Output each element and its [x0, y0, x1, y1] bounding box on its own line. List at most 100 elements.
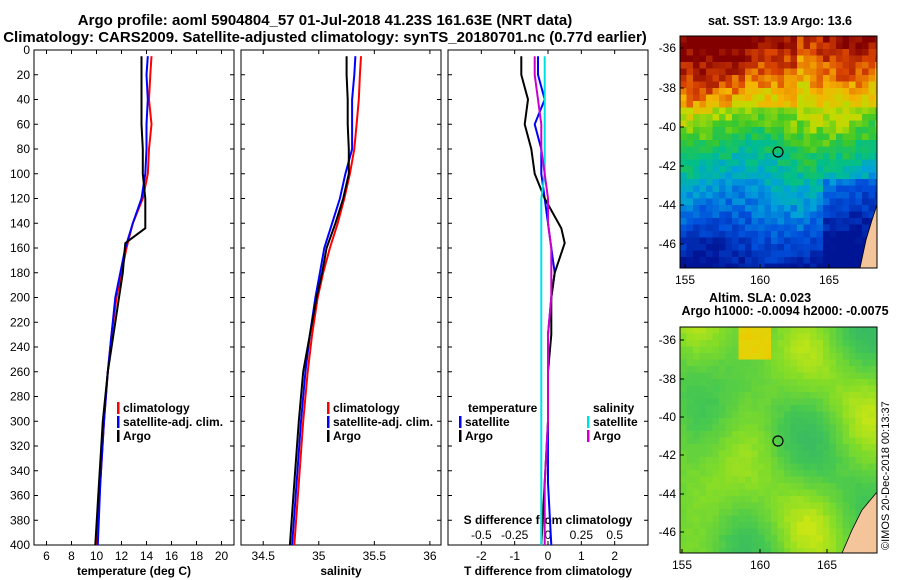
sst-map-frame — [679, 35, 878, 269]
legend-climatology-swatch — [117, 402, 120, 414]
plot-title-line2: Climatology: CARS2009. Satellite-adjuste… — [3, 29, 647, 46]
x-tick-label: 14 — [140, 549, 154, 563]
sla-map-field — [680, 327, 877, 553]
sla-map-argo-location-marker — [772, 435, 784, 447]
y-tick-label: 40 — [17, 93, 31, 107]
legend-salinity-argo-swatch — [587, 430, 590, 442]
sla-map-frame — [679, 326, 878, 554]
legend-salinity-satellite: satellite — [593, 415, 638, 429]
legend-salinity-argo: Argo — [593, 429, 621, 443]
plot-title-line1: Argo profile: aoml 5904804_57 01-Jul-201… — [77, 12, 573, 29]
y-tick-label: 120 — [10, 192, 30, 206]
lat-tick-label: -36 — [659, 333, 677, 347]
legend-temperature-satellite: satellite — [465, 415, 510, 429]
legend-argo: Argo — [333, 429, 361, 443]
legend-argo-swatch — [327, 430, 330, 442]
y-tick-label: 280 — [10, 390, 30, 404]
y-tick-label: 400 — [10, 538, 30, 552]
x2-axis-label: S difference from climatology — [464, 513, 633, 527]
lon-tick-label: 160 — [750, 558, 770, 572]
legend-temperature-satellite-swatch — [459, 416, 462, 428]
sst-map-argo-location-marker — [772, 146, 784, 158]
y-tick-label: 300 — [10, 414, 30, 428]
legend-temperature-argo-swatch — [459, 430, 462, 442]
sst-map-field — [680, 36, 877, 268]
legend-salinity-satellite-swatch — [587, 416, 590, 428]
x-tick-label: -1 — [509, 549, 520, 563]
profile-panel-2: 34.5 35 35.5 36 salinity climatologysatellite… — [240, 49, 442, 578]
sla-map: -36 -38 -40 -42 -44 -46 155 160 165 — [659, 326, 878, 572]
lat-tick-label: -42 — [659, 159, 677, 173]
legend-satellite-adj-swatch — [327, 416, 330, 428]
x2-tick-label: 0 — [545, 528, 552, 542]
series-group — [288, 56, 362, 545]
lat-tick-label: -46 — [659, 237, 677, 251]
x-tick-label: 35.5 — [363, 549, 387, 563]
sst-map-title: sat. SST: 13.9 Argo: 13.6 — [707, 14, 853, 28]
x-axis-label: T difference from climatology — [464, 564, 632, 578]
series-line — [94, 56, 147, 545]
legend-argo-swatch — [117, 430, 120, 442]
lat-tick-label: -44 — [659, 487, 677, 501]
series-line — [540, 56, 546, 545]
lon-tick-label: 155 — [672, 558, 692, 572]
legend-climatology-swatch — [327, 402, 330, 414]
x-tick-label: 10 — [90, 549, 104, 563]
lat-tick-label: -38 — [659, 372, 677, 386]
y-tick-label: 320 — [10, 439, 30, 453]
x-tick-label: -2 — [476, 549, 487, 563]
series-line — [533, 56, 553, 545]
series-line — [96, 56, 149, 545]
legend-temperature-argo: Argo — [465, 429, 493, 443]
lon-tick-label: 165 — [817, 558, 837, 572]
lat-tick-label: -46 — [659, 525, 677, 539]
lat-tick-label: -44 — [659, 198, 677, 212]
series-group — [94, 56, 153, 545]
sla-map-land — [841, 491, 877, 553]
y-tick-label: 20 — [17, 68, 31, 82]
panel-frame — [33, 49, 235, 546]
x-tick-label: 8 — [68, 549, 75, 563]
x2-tick-label: 0.5 — [606, 528, 623, 542]
legend-argo: Argo — [123, 429, 151, 443]
y-tick-label: 240 — [10, 340, 30, 354]
series-line — [95, 56, 153, 545]
x-tick-label: 35 — [312, 549, 326, 563]
x2-tick-label: 0.25 — [570, 528, 594, 542]
lon-tick-label: 160 — [750, 273, 770, 287]
series-line — [291, 56, 357, 545]
x-tick-label: 1 — [578, 549, 585, 563]
y-tick-label: 140 — [10, 216, 30, 230]
x-tick-label: 0 — [545, 549, 552, 563]
y-tick-label: 200 — [10, 291, 30, 305]
x-tick-label: 18 — [190, 549, 204, 563]
legend-satellite-adj: satellite-adj. clim. — [123, 415, 223, 429]
legend-satellite-adj-swatch — [117, 416, 120, 428]
y-tick-label: 0 — [23, 43, 30, 57]
profile-panel-3: -2 -1 0 1 2T difference from climatology S di… — [447, 49, 649, 578]
profile-panel-1: 0 20 40 60 80 100 120 140 160 180 200 220 240 260 280 3… — [10, 43, 235, 578]
y-tick-label: 340 — [10, 464, 30, 478]
series-line — [293, 56, 362, 545]
y-tick-label: 60 — [17, 117, 31, 131]
y-tick-label: 220 — [10, 315, 30, 329]
x-tick-label: 36 — [423, 549, 437, 563]
y-tick-label: 160 — [10, 241, 30, 255]
legend-salinity-head: salinity — [593, 401, 635, 415]
sst-map-land — [859, 204, 877, 268]
x-tick-label: 2 — [611, 549, 618, 563]
x-tick-label: 6 — [43, 549, 50, 563]
lon-tick-label: 165 — [819, 273, 839, 287]
y-tick-label: 180 — [10, 266, 30, 280]
x-axis-label: salinity — [320, 564, 362, 578]
legend-climatology: climatology — [333, 401, 400, 415]
legend-temperature-head: temperature — [468, 401, 538, 415]
y-tick-label: 80 — [17, 142, 31, 156]
x-tick-label: 34.5 — [252, 549, 276, 563]
panel-frame — [240, 49, 442, 546]
y-tick-label: 380 — [10, 513, 30, 527]
x-tick-label: 20 — [215, 549, 229, 563]
lat-tick-label: -40 — [659, 410, 677, 424]
sla-map-subtitle: Argo h1000: -0.0094 h2000: -0.0075 — [681, 304, 889, 318]
